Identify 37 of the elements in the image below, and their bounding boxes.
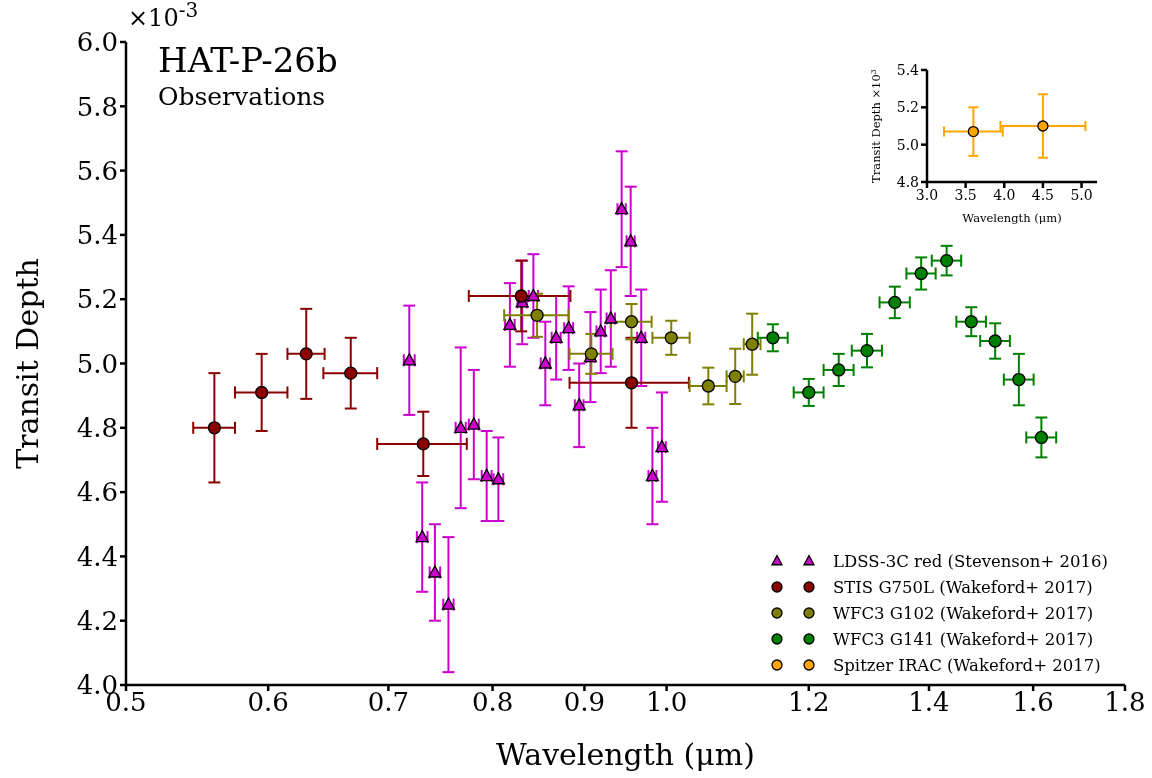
y-tick-label: 5.4 — [896, 61, 920, 78]
x-tick-label: 3.5 — [954, 186, 977, 203]
x-tick-label: 0.6 — [247, 687, 289, 718]
y-tick-label: 4.8 — [76, 413, 118, 444]
legend-label: Spitzer IRAC (Wakeford+ 2017) — [833, 655, 1101, 675]
y-tick-label: 5.2 — [896, 99, 919, 116]
x-tick-label: 4.0 — [993, 186, 1016, 203]
y-tick-label: 5.2 — [76, 284, 118, 315]
y-tick-label: 5.0 — [76, 348, 118, 379]
y-tick-label: 4.4 — [76, 541, 118, 572]
legend-label: WFC3 G141 (Wakeford+ 2017) — [833, 629, 1094, 649]
y-tick-label: 5.4 — [76, 220, 118, 251]
text: Observations — [158, 82, 326, 111]
legend-label: LDSS-3C red (Stevenson+ 2016) — [833, 551, 1108, 571]
x-tick-label: 0.8 — [471, 687, 514, 718]
x-axis-title: Wavelength (μm) — [496, 737, 755, 772]
y-tick-label: 5.6 — [76, 155, 118, 186]
x-tick-label: 1.6 — [1012, 687, 1054, 718]
x-tick-label: 0.7 — [367, 687, 410, 718]
y-tick-label: 6.0 — [76, 27, 118, 58]
y-tick-label: 4.2 — [76, 605, 118, 636]
y-tick-label: 4.6 — [76, 477, 118, 508]
x-tick-label: 1.8 — [1104, 687, 1146, 718]
y-tick-label: 5.0 — [896, 136, 919, 153]
x-tick-label: 5.0 — [1070, 186, 1093, 203]
chart-title: HAT-P-26b — [158, 40, 338, 80]
x-tick-label: 1.4 — [908, 687, 950, 718]
x-tick-label: 0.9 — [563, 687, 606, 718]
legend-label: STIS G750L (Wakeford+ 2017) — [833, 577, 1093, 597]
y-tick-label: 5.8 — [76, 91, 118, 122]
x-tick-label: 1.0 — [645, 687, 688, 718]
x-axis-title: Wavelength (μm) — [962, 211, 1062, 225]
text: ×10$^{-3}$ — [128, 0, 199, 32]
x-tick-label: 4.5 — [1031, 186, 1055, 203]
x-tick-label: 1.2 — [788, 687, 830, 718]
y-axis-title: Transit Depth — [10, 258, 45, 469]
legend-label: WFC3 G102 (Wakeford+ 2017) — [833, 603, 1094, 623]
